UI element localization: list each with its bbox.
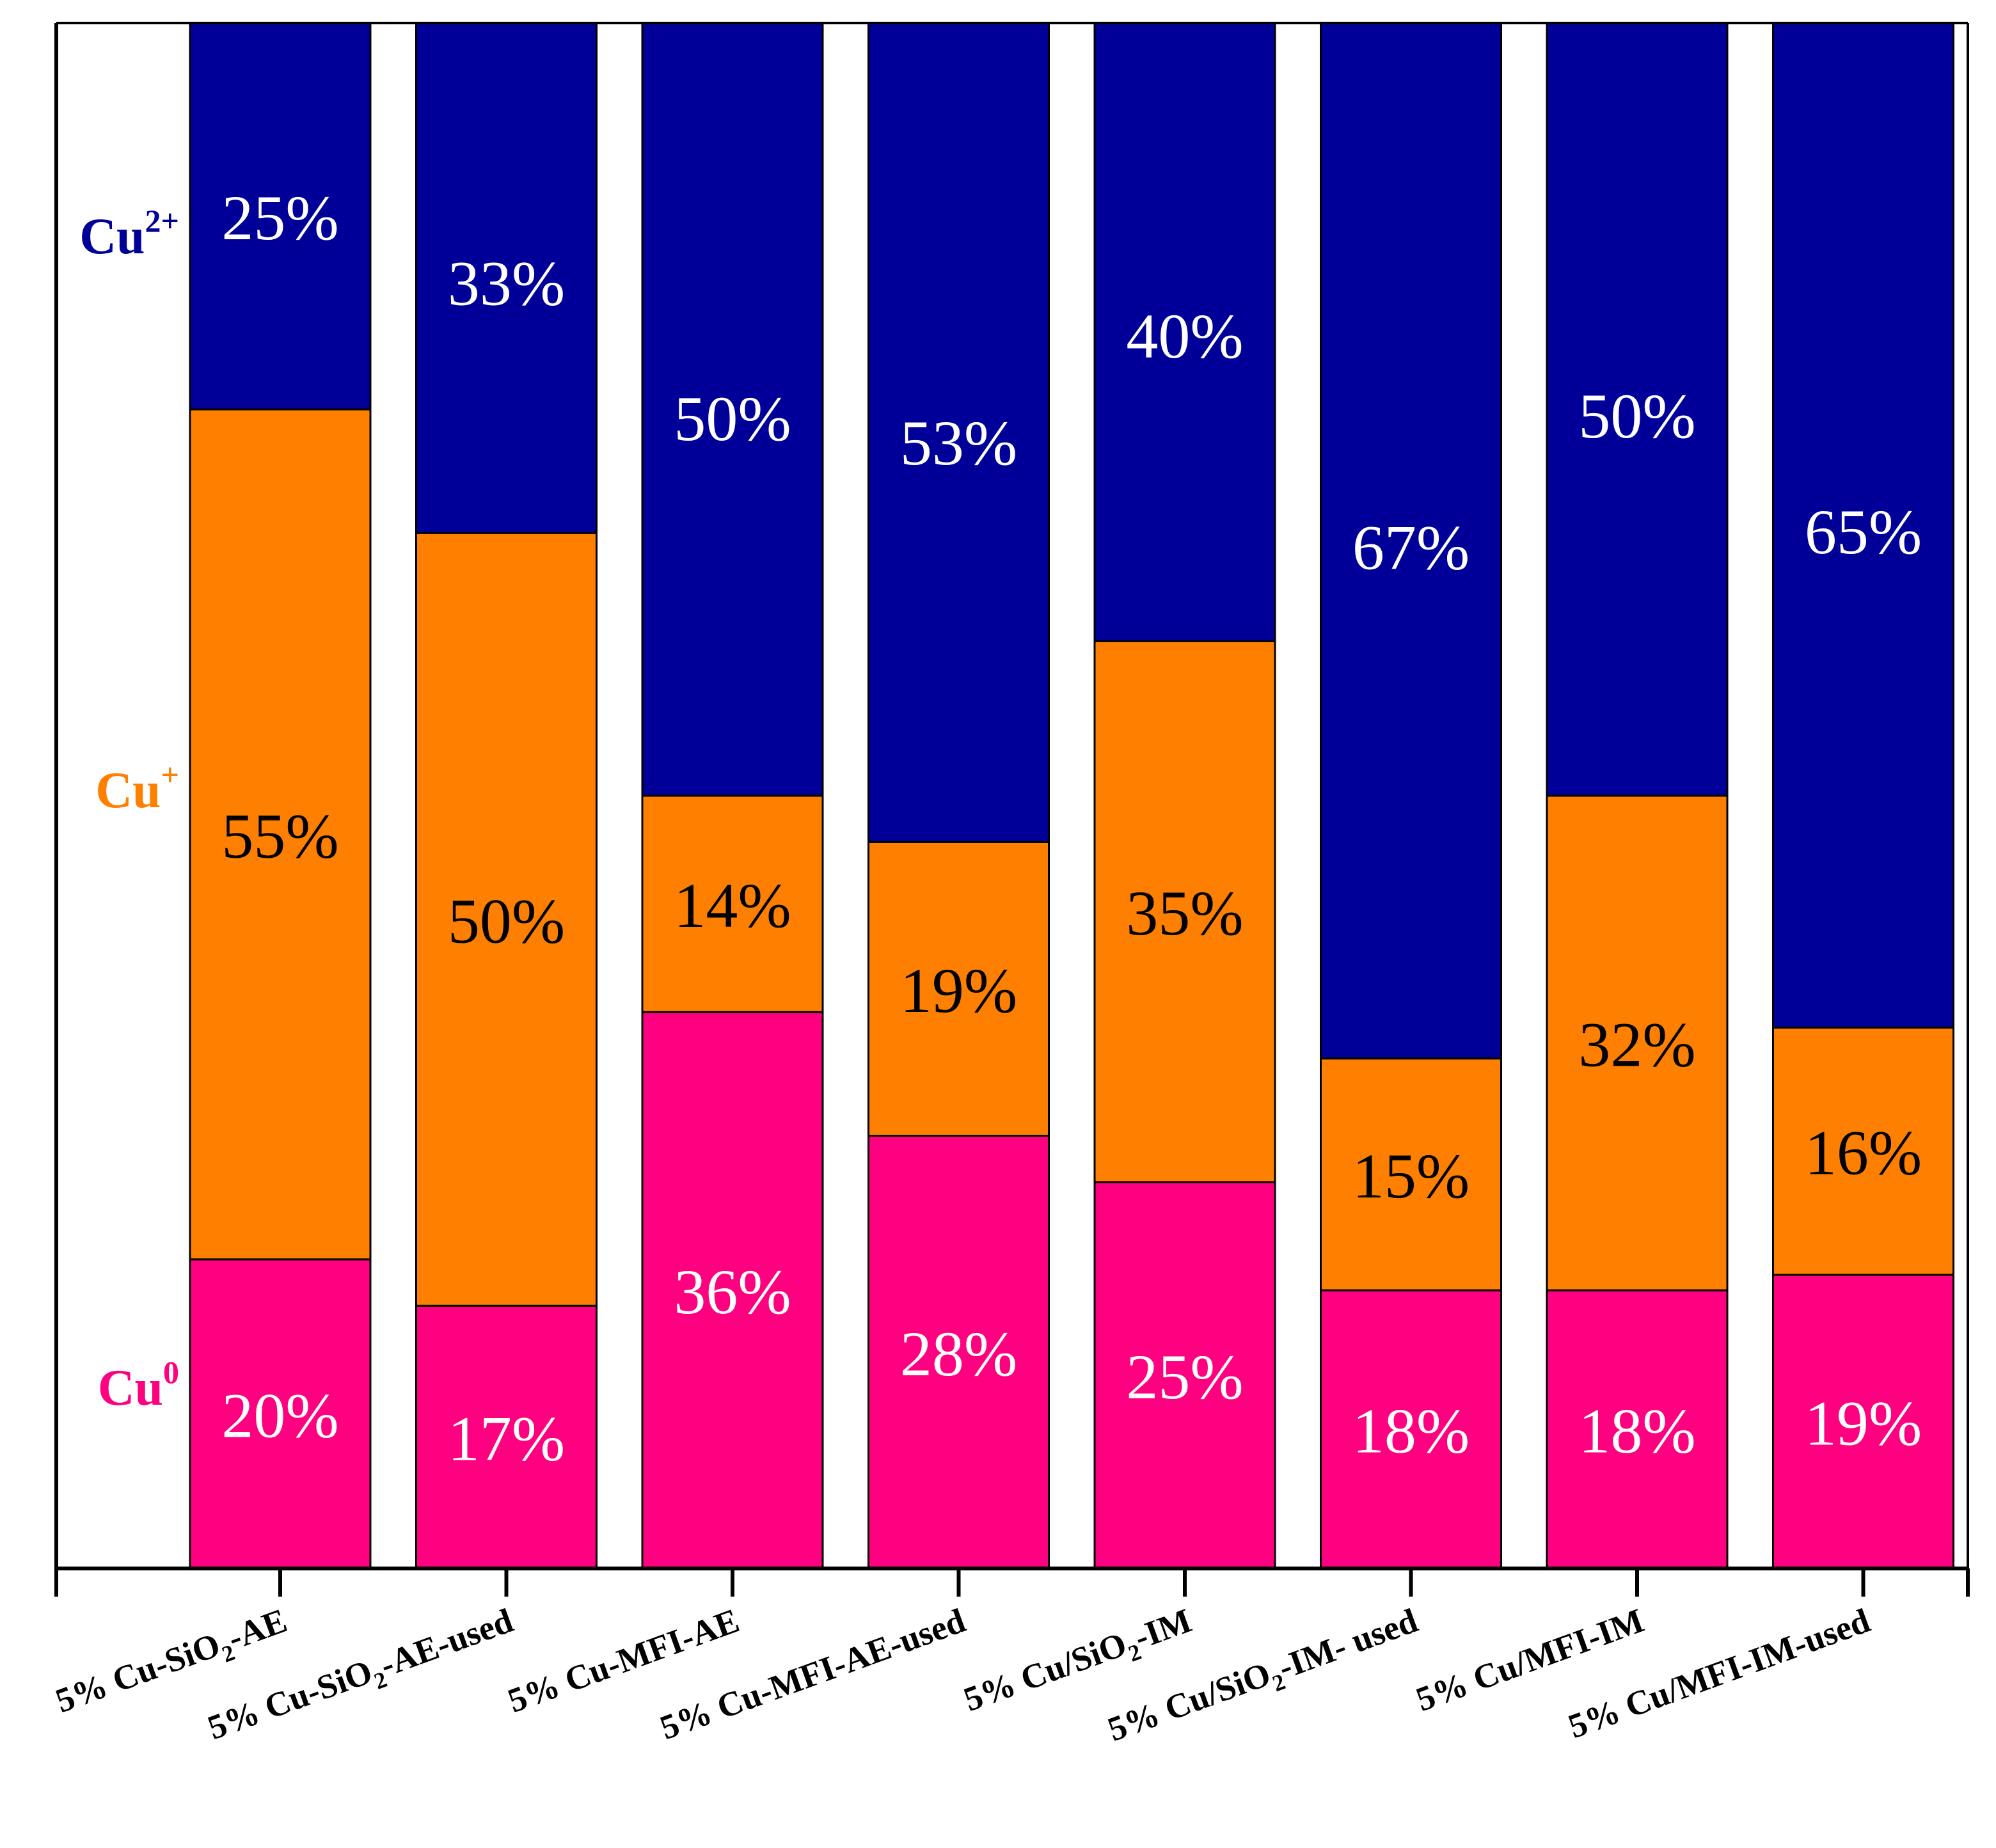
bar-segment-cu1 <box>641 794 824 1013</box>
bar-segment-cu1 <box>415 532 598 1307</box>
bar-segment-cu0 <box>867 1135 1050 1570</box>
data-label-cu0: 18% <box>1352 1396 1469 1467</box>
bars-group <box>189 22 1954 1570</box>
bar-segment-cu1 <box>1546 794 1729 1291</box>
bar-segment-cu0 <box>1546 1289 1729 1570</box>
bar-segment-cu2 <box>189 22 372 411</box>
data-label-cu1: 16% <box>1805 1117 1922 1189</box>
bar-segment-cu0 <box>189 1258 372 1570</box>
bar-segment-cu1 <box>1320 1057 1502 1291</box>
data-label-cu0: 25% <box>1126 1341 1243 1412</box>
data-label-cu1: 50% <box>448 885 565 956</box>
bar-segment-cu0 <box>641 1011 824 1570</box>
data-label-cu1: 15% <box>1352 1141 1469 1212</box>
legend-label-cu2: Cu2+ <box>79 203 179 265</box>
data-label-cu1: 35% <box>1126 878 1243 949</box>
bar-segment-cu2 <box>641 22 824 797</box>
legend-label-cu0: Cu0 <box>98 1354 179 1416</box>
data-label-cu2: 25% <box>221 182 338 253</box>
legend-group: Cu0 Cu+ Cu2+ <box>79 203 179 1416</box>
data-label-cu2: 50% <box>1578 381 1695 452</box>
data-label-cu0: 19% <box>1805 1387 1922 1458</box>
data-label-cu0: 18% <box>1578 1396 1695 1467</box>
bar-segment-cu0 <box>1320 1289 1502 1570</box>
data-label-cu2: 67% <box>1352 512 1469 583</box>
data-label-cu2: 33% <box>448 248 565 319</box>
segment-labels-group: 20% 55% 25% 17% 50% 33% 36% 14% 50% 28% 19% 53% 25% 3… <box>221 182 1922 1474</box>
bar-segment-cu0 <box>415 1304 598 1570</box>
bar-segment-cu0 <box>1772 1274 1954 1570</box>
data-label-cu1: 14% <box>674 870 791 941</box>
data-label-cu2: 53% <box>900 407 1017 478</box>
bar-segment-cu2 <box>1093 22 1276 642</box>
bar-segment-cu2 <box>867 22 1050 843</box>
data-label-cu1: 19% <box>900 955 1017 1026</box>
data-label-cu0: 17% <box>448 1403 565 1474</box>
data-label-cu1: 32% <box>1578 1009 1695 1080</box>
bar-segment-cu1 <box>1093 640 1276 1183</box>
bar-segment-cu1 <box>867 841 1050 1137</box>
axes-group <box>54 22 1969 1570</box>
bar-segment-cu2 <box>1546 22 1729 797</box>
data-label-cu0: 20% <box>221 1380 338 1451</box>
bar-segment-cu1 <box>1772 1026 1954 1276</box>
bar-segment-cu0 <box>1093 1181 1276 1570</box>
data-label-cu2: 65% <box>1805 496 1922 567</box>
data-label-cu1: 55% <box>221 800 338 871</box>
bar-segment-cu2 <box>1320 22 1502 1060</box>
legend-label-cu1: Cu+ <box>95 757 179 819</box>
data-label-cu0: 36% <box>674 1256 791 1327</box>
bar-segment-cu2 <box>1772 22 1954 1029</box>
bar-segment-cu2 <box>415 22 598 534</box>
data-label-cu2: 40% <box>1126 301 1243 372</box>
x-ticks-group <box>54 1568 1970 1597</box>
data-label-cu0: 28% <box>900 1318 1017 1389</box>
data-label-cu2: 50% <box>674 383 791 454</box>
